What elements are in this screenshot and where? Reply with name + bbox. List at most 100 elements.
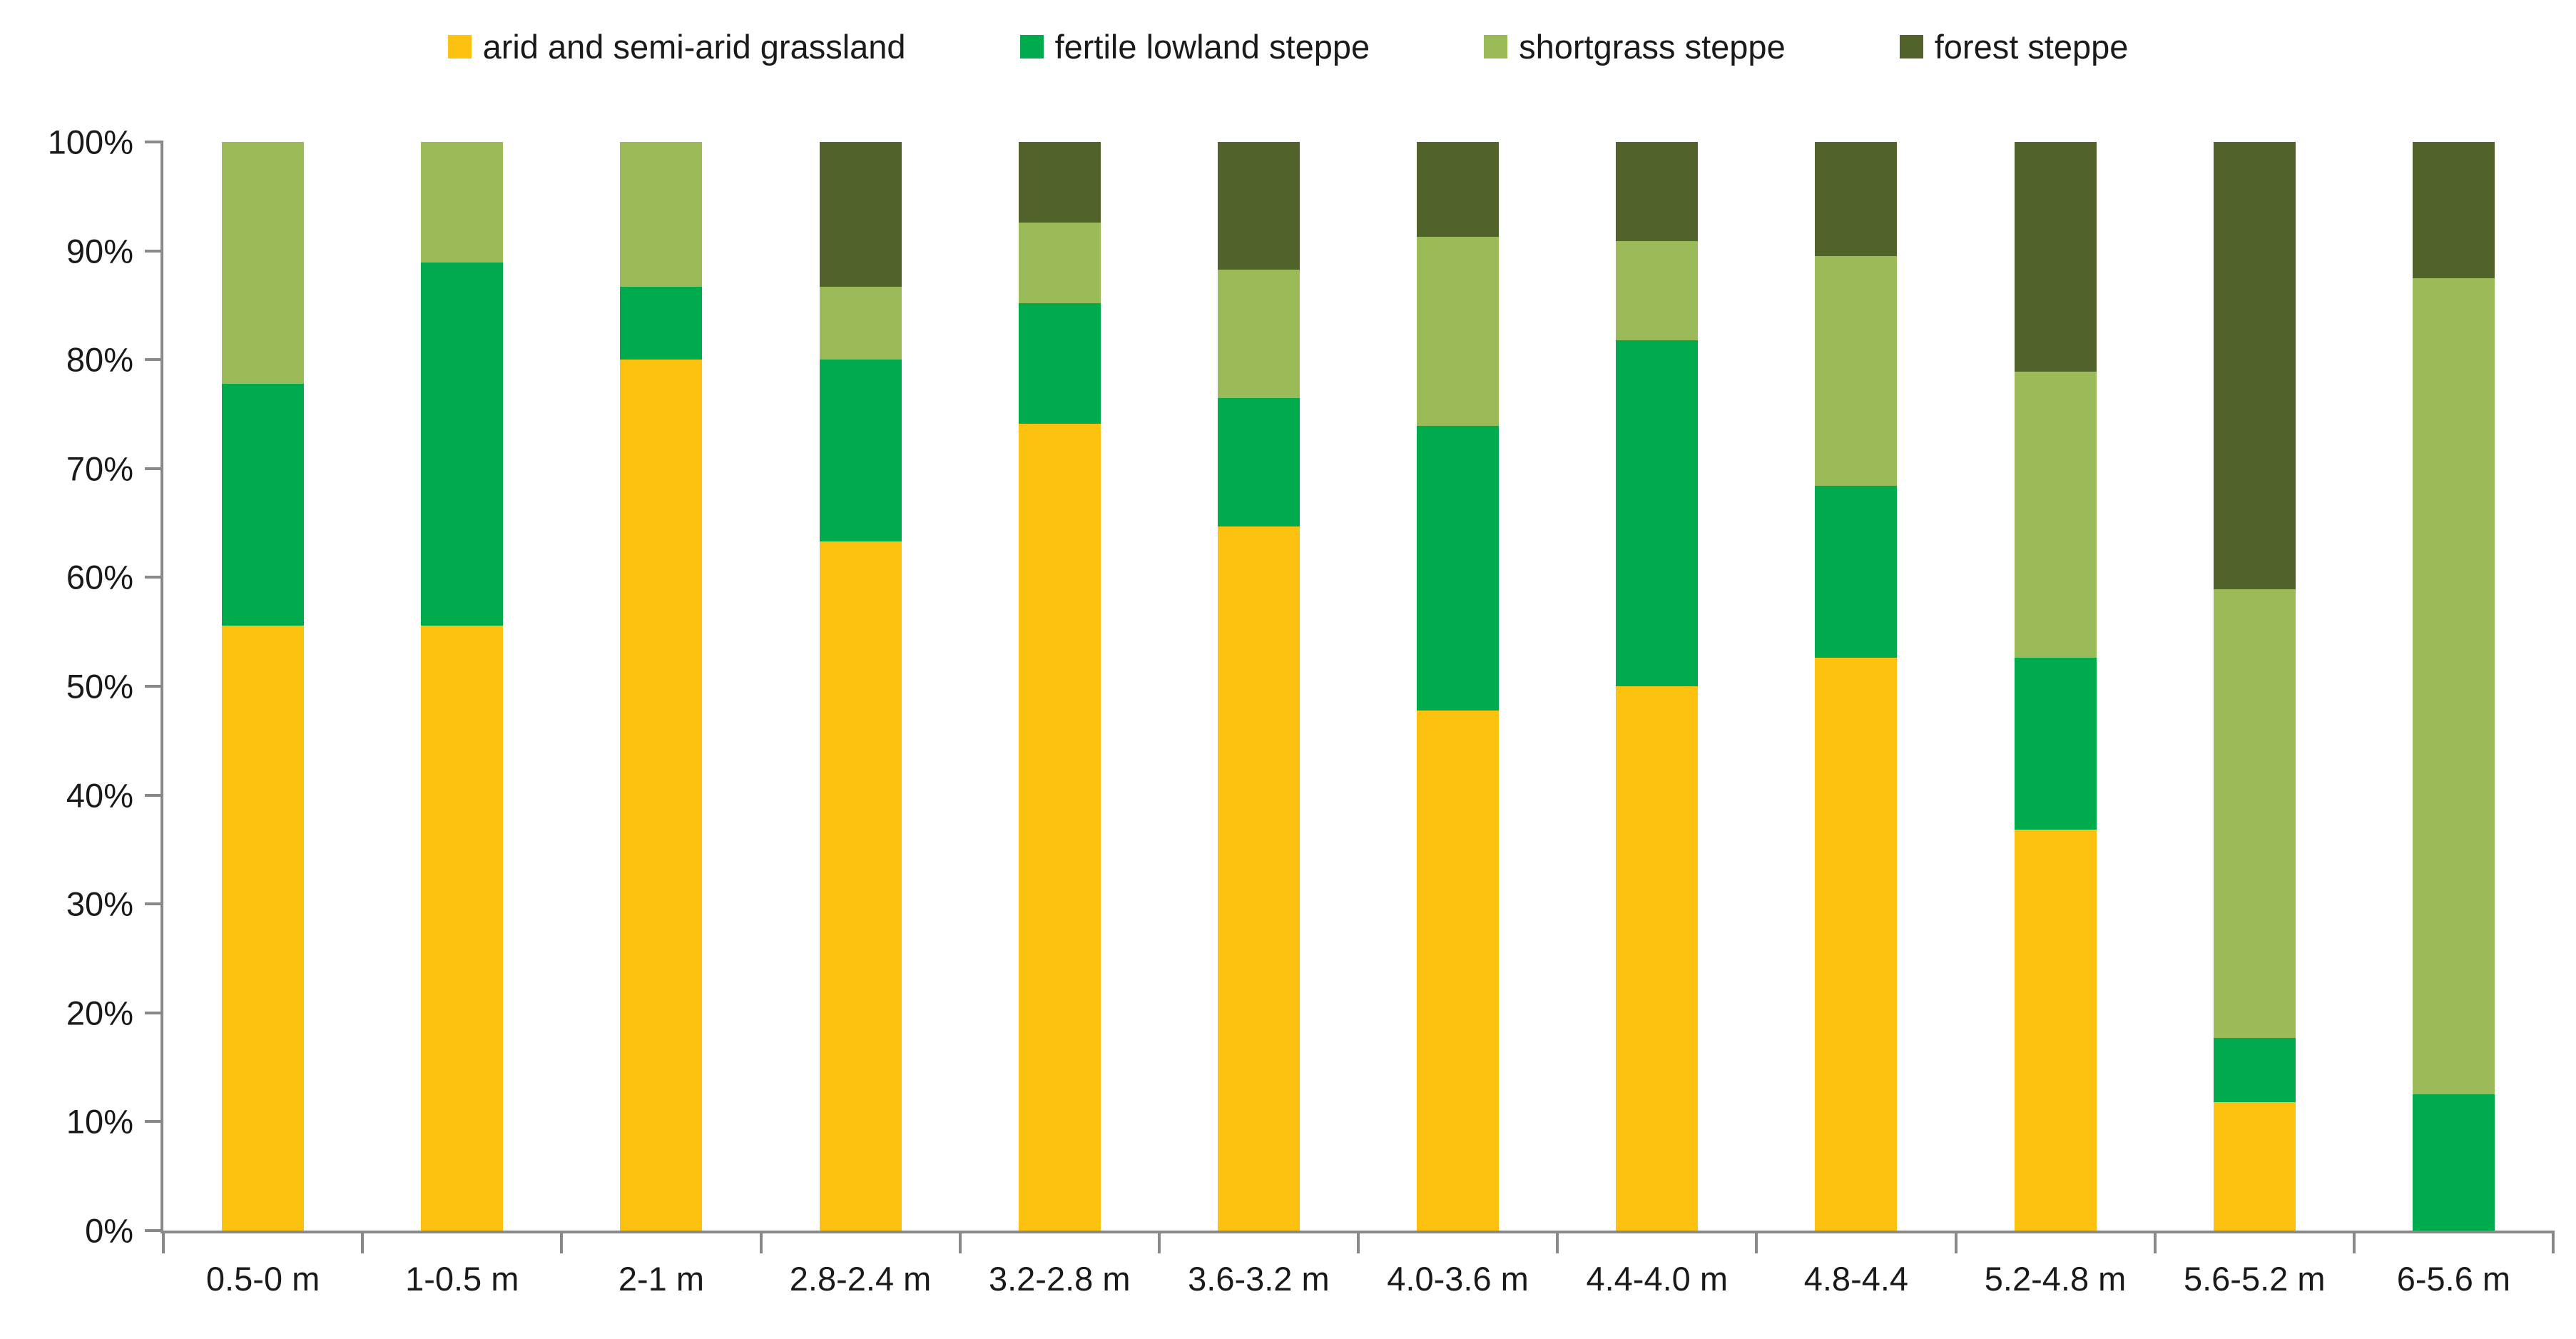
bar-segment-forest-steppe	[2412, 142, 2495, 278]
legend-item-shortgrass-steppe: shortgrass steppe	[1484, 29, 1786, 66]
y-axis-tick	[145, 1229, 163, 1232]
legend-label: forest steppe	[1934, 28, 2129, 66]
bar-segment-forest-steppe	[1616, 142, 1699, 241]
bar-segment-shortgrass-steppe	[1815, 256, 1898, 487]
y-axis-label: 80%	[66, 340, 133, 379]
x-axis-label: 5.6-5.2 m	[2183, 1260, 2326, 1298]
x-axis-tick	[759, 1231, 763, 1253]
bar-segment-forest-steppe	[1018, 142, 1101, 223]
y-axis-label: 90%	[66, 232, 133, 270]
bar-slot	[1956, 142, 2155, 1231]
stacked-bar	[1018, 142, 1101, 1231]
y-axis-tick	[145, 249, 163, 253]
bar-segment-shortgrass-steppe	[222, 142, 305, 384]
stacked-bar	[620, 142, 703, 1231]
bar-slot	[2155, 142, 2354, 1231]
legend-item-fertile-lowland-steppe: fertile lowland steppe	[1019, 29, 1370, 66]
bar-slot	[1159, 142, 1358, 1231]
bar-slot	[761, 142, 960, 1231]
bar-segment-arid-and-semi-arid-grassland	[620, 360, 703, 1231]
x-axis-label: 4.4-4.0 m	[1586, 1260, 1728, 1298]
y-axis-label: 30%	[66, 885, 133, 923]
y-axis-tick	[145, 576, 163, 579]
bar-segment-arid-and-semi-arid-grassland	[1018, 424, 1101, 1231]
y-axis-label: 10%	[66, 1102, 133, 1141]
y-axis-tick	[145, 793, 163, 797]
legend: arid and semi-arid grassland fertile lowl…	[0, 29, 2576, 66]
bar-slot	[561, 142, 760, 1231]
stacked-bar	[1815, 142, 1898, 1231]
stacked-bar	[421, 142, 504, 1231]
legend-label: arid and semi-arid grassland	[482, 28, 906, 66]
x-axis-tick	[361, 1231, 365, 1253]
stacked-bar	[2213, 142, 2296, 1231]
x-axis-label: 3.2-2.8 m	[988, 1260, 1131, 1298]
bar-segment-forest-steppe	[2213, 142, 2296, 590]
bar-slot	[2354, 142, 2553, 1231]
bar-slot	[1557, 142, 1756, 1231]
x-axis-tick	[2552, 1231, 2555, 1253]
x-axis-tick	[162, 1231, 165, 1253]
y-axis-label: 0%	[85, 1211, 133, 1250]
bar-segment-forest-steppe	[1815, 142, 1898, 257]
y-axis-tick	[145, 358, 163, 362]
bar-segment-shortgrass-steppe	[421, 142, 504, 263]
stacked-bar	[222, 142, 305, 1231]
bar-segment-arid-and-semi-arid-grassland	[1815, 658, 1898, 1231]
bar-segment-fertile-lowland-steppe	[1018, 302, 1101, 424]
bar-segment-fertile-lowland-steppe	[819, 360, 902, 542]
x-axis-label: 2.8-2.4 m	[789, 1260, 932, 1298]
bar-segment-fertile-lowland-steppe	[2014, 658, 2097, 830]
y-axis-label: 20%	[66, 994, 133, 1032]
bar-segment-arid-and-semi-arid-grassland	[222, 625, 305, 1231]
x-axis-label: 2-1 m	[618, 1260, 704, 1298]
bar-segment-forest-steppe	[819, 142, 902, 287]
stacked-bar	[2014, 142, 2097, 1231]
bar-segment-fertile-lowland-steppe	[1217, 397, 1300, 526]
bar-segment-fertile-lowland-steppe	[1815, 486, 1898, 658]
bar-segment-shortgrass-steppe	[620, 142, 703, 287]
y-axis-label: 40%	[66, 776, 133, 815]
bar-segment-arid-and-semi-arid-grassland	[819, 541, 902, 1231]
bar-segment-fertile-lowland-steppe	[2213, 1037, 2296, 1102]
bar-segment-shortgrass-steppe	[1417, 236, 1500, 427]
x-axis-label: 1-0.5 m	[405, 1260, 519, 1298]
legend-item-arid-and-semi-arid-grassland: arid and semi-arid grassland	[447, 28, 906, 66]
bar-segment-arid-and-semi-arid-grassland	[2213, 1101, 2296, 1231]
plot-area: 0% 10% 20% 30% 40% 50% 60% 70% 80% 90% 100% 0.5-0 m…	[48, 123, 2555, 1298]
bar-segment-shortgrass-steppe	[2213, 589, 2296, 1038]
bar-segment-forest-steppe	[2014, 142, 2097, 372]
x-axis-tick	[2352, 1231, 2356, 1253]
y-axis-tick	[145, 1120, 163, 1124]
x-axis-tick	[958, 1231, 962, 1253]
y-axis-label: 50%	[66, 667, 133, 706]
x-axis-label: 4.8-4.4	[1803, 1260, 1909, 1298]
bar-segment-forest-steppe	[1417, 142, 1500, 237]
bar-slot	[362, 142, 561, 1231]
bar-segment-arid-and-semi-arid-grassland	[1417, 710, 1500, 1231]
bar-segment-shortgrass-steppe	[819, 286, 902, 360]
bar-slot	[1358, 142, 1557, 1231]
stacked-bar	[1616, 142, 1699, 1231]
x-axis-label: 6-5.6 m	[2396, 1260, 2511, 1298]
y-axis-label: 100%	[47, 123, 133, 161]
y-axis-label: 70%	[66, 449, 133, 488]
stacked-bar	[1417, 142, 1500, 1231]
bar-segment-arid-and-semi-arid-grassland	[1217, 526, 1300, 1231]
bar-segment-arid-and-semi-arid-grassland	[2014, 830, 2097, 1231]
x-axis-label: 5.2-4.8 m	[1984, 1260, 2127, 1298]
bar-segment-fertile-lowland-steppe	[421, 263, 504, 626]
legend-label: shortgrass steppe	[1519, 28, 1786, 66]
legend-swatch	[1484, 35, 1508, 59]
bar-segment-shortgrass-steppe	[1616, 240, 1699, 340]
x-axis-tick	[1954, 1231, 1958, 1253]
bar-slot	[1756, 142, 1955, 1231]
bar-slot	[960, 142, 1159, 1231]
x-axis-label: 3.6-3.2 m	[1188, 1260, 1330, 1298]
y-axis-tick	[145, 902, 163, 906]
bar-segment-arid-and-semi-arid-grassland	[1616, 686, 1699, 1231]
x-axis-tick	[1157, 1231, 1161, 1253]
bar-slot	[163, 142, 362, 1231]
y-axis-tick	[145, 1011, 163, 1014]
stacked-bar	[2412, 142, 2495, 1231]
